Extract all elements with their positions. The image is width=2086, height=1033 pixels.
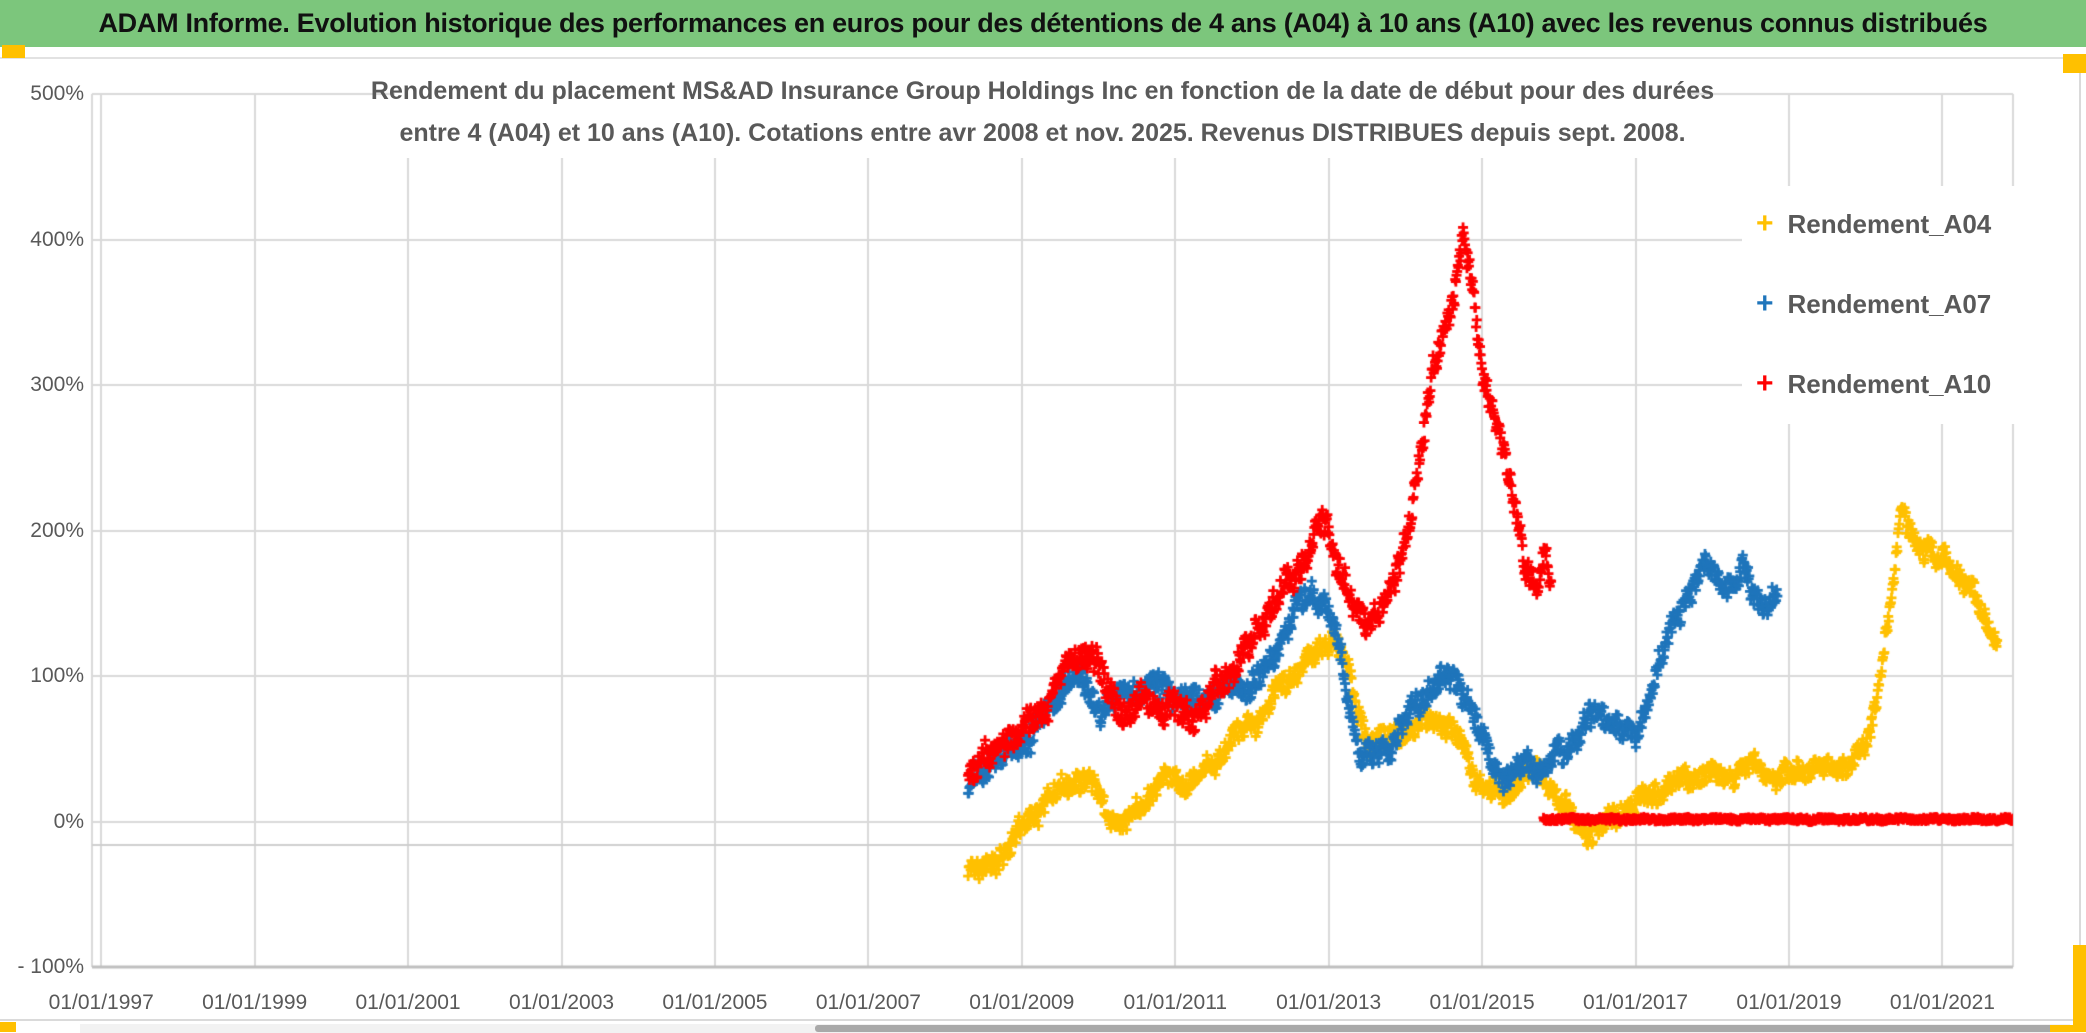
bottom-border-line [0, 1019, 2086, 1021]
x-axis-label: 01/01/2017 [1582, 991, 1689, 1014]
x-axis-label: 01/01/2001 [355, 991, 461, 1014]
accent-square-bottom-left [0, 1022, 16, 1032]
legend-item-rendement_a07[interactable]: + Rendement_A07 [1756, 284, 1991, 324]
legend-item-rendement_a04[interactable]: + Rendement_A04 [1756, 204, 1991, 244]
y-axis-label: 500% [30, 82, 84, 105]
chart-title-line-1: Rendement du placement MS&AD Insurance G… [370, 77, 1715, 105]
x-axis-label: 01/01/2011 [1123, 991, 1228, 1014]
header-title: ADAM Informe. Evolution historique des p… [98, 8, 1988, 38]
x-axis-label: 01/01/2009 [969, 991, 1075, 1014]
accent-bar-right [2073, 945, 2086, 1032]
accent-bar-bottom-right [2050, 1025, 2086, 1032]
x-axis-label: 01/01/2015 [1429, 991, 1535, 1014]
legend-label: Rendement_A07 [1787, 288, 1992, 319]
header-bar: ADAM Informe. Evolution historique des p… [0, 0, 2086, 47]
header-divider [0, 57, 2086, 59]
y-axis-label: - 100% [17, 955, 84, 978]
x-axis-label: 01/01/2005 [662, 991, 768, 1014]
legend-label: Rendement_A04 [1787, 208, 1992, 239]
y-axis-label: 300% [30, 373, 84, 396]
horizontal-scrollbar-thumb[interactable] [815, 1025, 2055, 1032]
y-axis-label: 100% [30, 664, 84, 687]
x-axis-label: 01/01/2003 [508, 991, 615, 1014]
legend-plus-marker-icon: + [1756, 367, 1774, 400]
x-axis-label: 01/01/2007 [815, 991, 921, 1014]
chart-title: Rendement du placement MS&AD Insurance G… [371, 66, 1714, 158]
y-axis-label: 0% [53, 809, 84, 833]
legend-plus-marker-icon: + [1756, 207, 1774, 240]
x-axis-label: 01/01/2013 [1276, 991, 1382, 1014]
y-axis-label: 400% [30, 227, 84, 251]
chart-legend: + Rendement_A04 + Rendement_A07 + Rendement_A… [1742, 186, 2052, 424]
x-axis-label: 01/01/1997 [48, 991, 154, 1014]
legend-plus-marker-icon: + [1756, 287, 1774, 320]
chart-title-line-2: entre 4 (A04) et 10 ans (A10). Cotations… [399, 119, 1686, 147]
y-axis-label: 200% [30, 518, 84, 542]
legend-label: Rendement_A10 [1787, 368, 1992, 399]
right-border-line [2079, 58, 2081, 1019]
legend-item-rendement_a10[interactable]: + Rendement_A10 [1756, 364, 1991, 404]
x-axis-label: 01/01/2021 [1889, 991, 1995, 1014]
accent-square-top-right [2063, 54, 2086, 73]
accent-square-top-left [2, 45, 25, 58]
x-axis-label: 01/01/1999 [202, 991, 308, 1014]
x-axis-label: 01/01/2019 [1736, 991, 1842, 1014]
